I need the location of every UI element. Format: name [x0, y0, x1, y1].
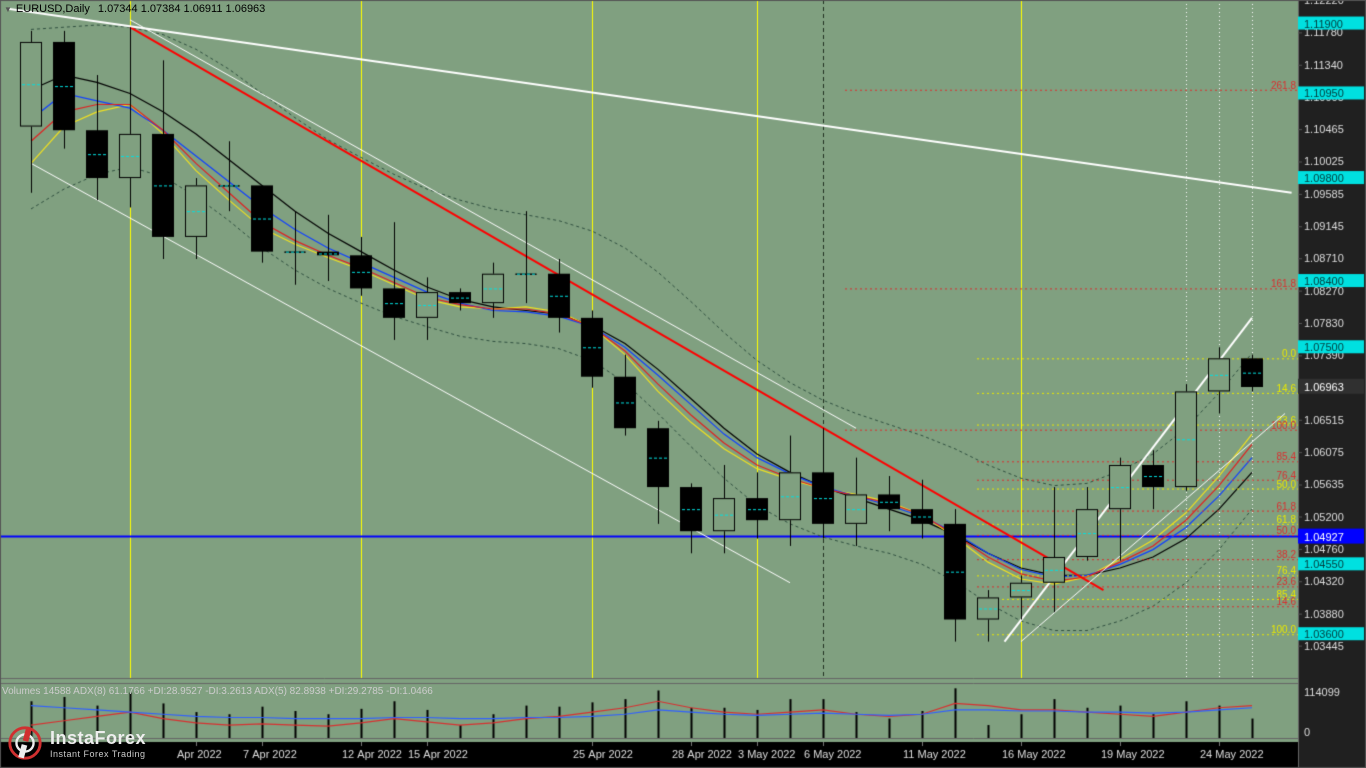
logo-icon: [6, 724, 44, 762]
forex-chart-canvas[interactable]: [0, 0, 1366, 768]
indicator-header: Volumes 14588 ADX(8) 61.1766 +DI:28.9527…: [2, 686, 433, 697]
logo-main-text: InstaForex: [50, 728, 146, 749]
instaforex-logo: InstaForex Instant Forex Trading: [6, 724, 146, 762]
indicator-header-text: Volumes 14588 ADX(8) 61.1766 +DI:28.9527…: [2, 686, 433, 697]
chart-container: ▼ EURUSD,Daily 1.07344 1.07384 1.06911 1…: [0, 0, 1366, 768]
dropdown-triangle-icon[interactable]: ▼: [4, 5, 12, 14]
symbol-label: EURUSD,Daily: [16, 3, 90, 15]
ohlc-label: 1.07344 1.07384 1.06911 1.06963: [98, 3, 265, 15]
chart-header: ▼ EURUSD,Daily 1.07344 1.07384 1.06911 1…: [0, 0, 269, 18]
logo-sub-text: Instant Forex Trading: [50, 749, 146, 759]
